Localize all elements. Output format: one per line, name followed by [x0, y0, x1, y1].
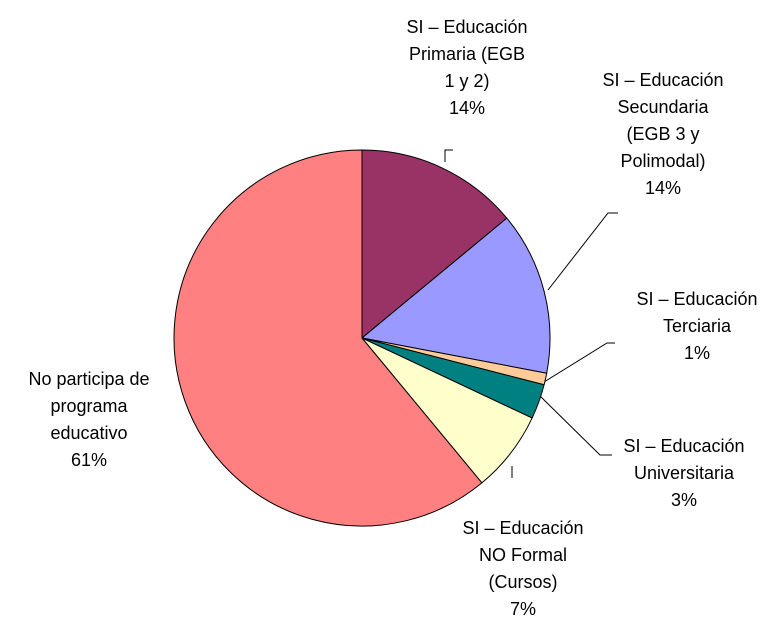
category-label: SI – Educación Secundaria (EGB 3 y Polim… [602, 70, 724, 171]
value-label: 14% [644, 178, 682, 198]
value-label: 3% [670, 490, 697, 510]
category-label: No participa de programa educativo [28, 369, 150, 443]
pie-slice [173, 149, 483, 527]
category-label: SI – Educación Primaria (EGB 1 y 2) [406, 17, 528, 91]
slice-label: No participa de programa educativo 61% [4, 366, 174, 474]
slice-label: SI – Educación Terciaria 1% [612, 286, 779, 367]
value-label: 1% [683, 343, 710, 363]
leader-line [543, 342, 615, 383]
pie-slice [360, 217, 551, 374]
value-label: 7% [509, 599, 536, 619]
category-label: SI – Educación Universitaria [623, 436, 745, 483]
slice-label: SI – Educación Secundaria (EGB 3 y Polim… [578, 67, 748, 202]
slice-label: SI – Educación Universitaria 3% [599, 433, 769, 514]
leader-lines [444, 149, 618, 478]
pie [173, 149, 551, 527]
leader-line [547, 212, 618, 291]
slice-label: SI – Educación Primaria (EGB 1 y 2) 14% [382, 14, 552, 122]
leader-line [539, 395, 612, 456]
category-label: SI – Educación Terciaria [636, 289, 758, 336]
slice-label: SI – Educación NO Formal (Cursos) 7% [438, 515, 608, 623]
pie-slice [361, 149, 508, 340]
leader-line [444, 149, 453, 162]
value-label: 14% [448, 98, 486, 118]
value-label: 61% [70, 450, 108, 470]
category-label: SI – Educación NO Formal (Cursos) [462, 518, 584, 592]
